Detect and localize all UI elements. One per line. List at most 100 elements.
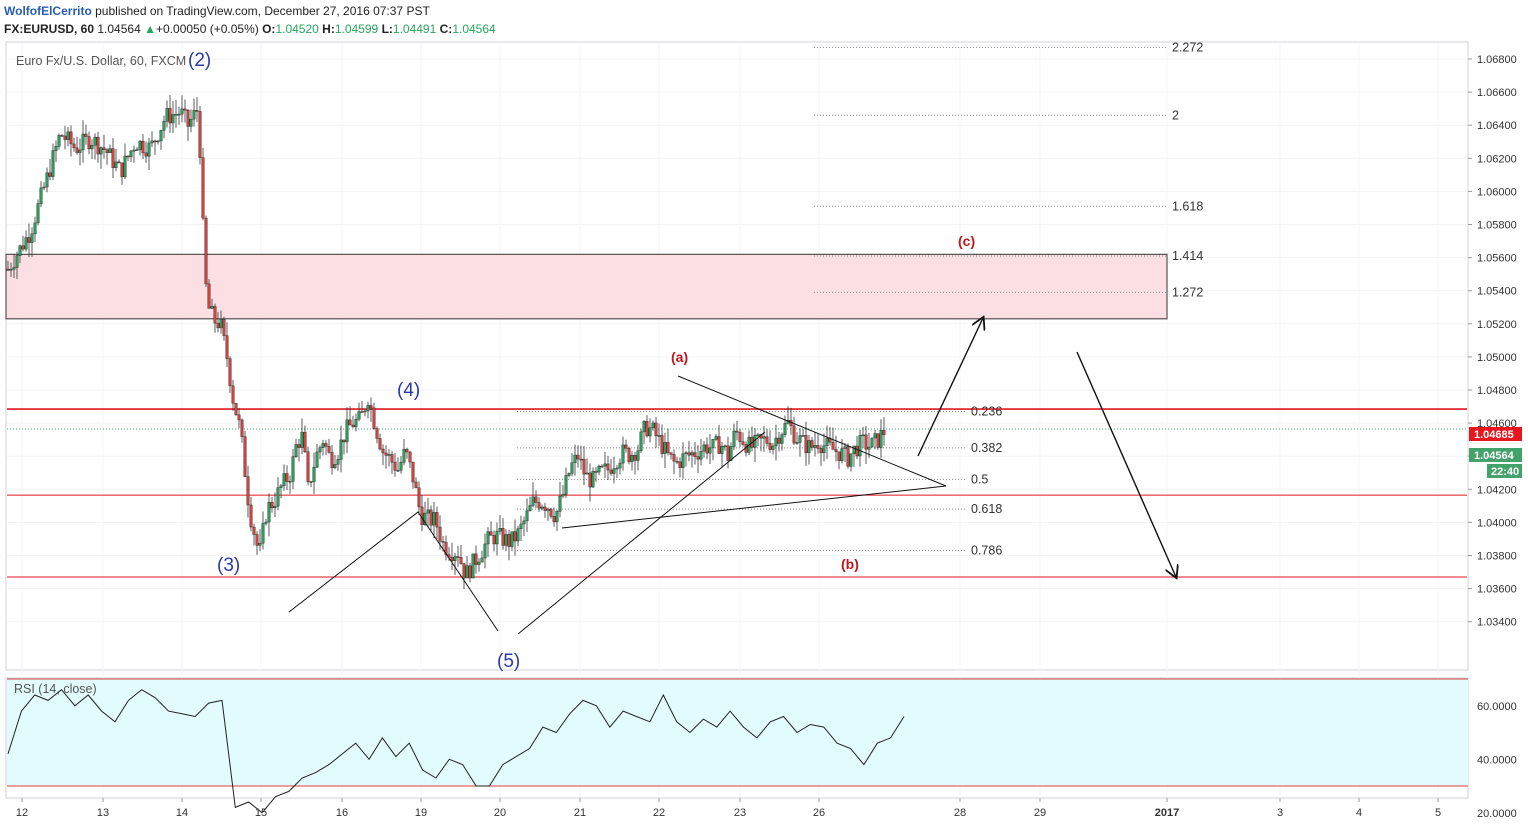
candle-body	[270, 501, 274, 509]
candle-body	[639, 431, 643, 452]
candle-body	[87, 136, 91, 150]
high-value: 1.04599	[334, 22, 379, 36]
candle-body	[723, 445, 727, 448]
candle-body	[264, 521, 268, 524]
time-tick-label: 23	[734, 807, 746, 819]
candle-body	[624, 444, 628, 449]
candle-body	[573, 454, 577, 463]
candle-body	[78, 149, 82, 153]
candle-body	[729, 446, 733, 461]
candle-body	[444, 541, 448, 555]
time-tick-label: 20	[494, 807, 506, 819]
candle-body	[306, 451, 310, 482]
symbol-label: FX:EURUSD, 60	[4, 22, 95, 36]
candle-body	[168, 108, 172, 124]
candle-body	[873, 433, 877, 439]
candle-body	[780, 434, 784, 444]
candle-body	[552, 515, 556, 523]
candle-body	[642, 421, 646, 433]
candle-body	[240, 419, 244, 437]
candle-body	[243, 436, 247, 477]
candle-body	[15, 255, 19, 268]
candle-body	[93, 136, 97, 146]
chart-title: Euro Fx/U.S. Dollar, 60, FXCM	[16, 54, 186, 68]
candle-body	[285, 473, 289, 482]
candle-body	[324, 443, 328, 447]
candle-body	[675, 460, 679, 463]
countdown-badge-text: 22:40	[1491, 466, 1519, 478]
time-tick-label: 19	[415, 807, 427, 819]
time-axis[interactable]: 12 13 14 15 16 19 20 21 22 23 26 28 29 2017 3 4 5	[16, 798, 1441, 819]
candle-body	[486, 531, 490, 545]
candle-body	[81, 133, 85, 151]
candle-body	[696, 456, 700, 460]
candle-body	[798, 435, 802, 443]
candle-body	[252, 526, 256, 535]
candle-body	[600, 465, 604, 468]
candle-body	[429, 509, 433, 526]
candle-body	[102, 147, 106, 150]
price-tick-label: 1.03600	[1477, 584, 1517, 596]
candle-body	[810, 440, 814, 448]
fib-label: 2.272	[1172, 40, 1203, 54]
candle-body	[282, 473, 286, 487]
candle-body	[228, 358, 232, 387]
up-arrow	[917, 318, 983, 457]
candle-body	[147, 142, 151, 157]
candle-body	[816, 445, 820, 449]
candle-body	[123, 155, 127, 178]
candle-body	[489, 531, 493, 536]
candle-body	[708, 447, 712, 454]
last-price-badge	[1469, 448, 1522, 462]
candle-body	[189, 118, 193, 127]
candle-body	[678, 461, 682, 468]
candle-body	[417, 487, 421, 508]
wave-label-a: (a)	[671, 349, 688, 365]
fib-label: 0.618	[971, 502, 1002, 516]
candle-body	[720, 445, 724, 454]
price-axis[interactable]: 1.06800 1.06600 1.06400 1.06200 1.06000 1.058…	[1468, 54, 1517, 629]
candle-body	[867, 446, 871, 450]
candle-body	[108, 148, 112, 154]
time-tick-label: 5	[1435, 807, 1441, 819]
candle-body	[90, 145, 94, 150]
candle-body	[51, 150, 55, 177]
candle-body	[246, 476, 250, 506]
candle-body	[525, 510, 529, 522]
candle-body	[822, 445, 826, 454]
trendlines	[288, 375, 947, 635]
candle-body	[618, 462, 622, 469]
candle-body	[534, 496, 538, 503]
candle-body	[9, 268, 13, 271]
wave-label-c: (c)	[958, 233, 975, 249]
time-tick-label: 29	[1034, 807, 1046, 819]
candle-body	[825, 438, 829, 446]
candle-body	[111, 148, 115, 168]
main-pane-frame	[5, 41, 1469, 671]
candle-body	[801, 435, 805, 437]
price-tick-label: 1.06800	[1477, 54, 1517, 66]
candle-body	[126, 155, 130, 158]
candle-body	[312, 466, 316, 483]
candle-body	[186, 109, 190, 127]
candle-body	[210, 306, 214, 309]
candle-body	[96, 136, 100, 155]
price-tick-label: 1.06000	[1477, 186, 1517, 198]
candle-body	[519, 523, 523, 530]
candle-body	[159, 130, 163, 142]
candle-body	[585, 472, 589, 475]
candle-body	[597, 465, 601, 473]
candle-body	[570, 462, 574, 474]
candle-body	[156, 140, 160, 143]
candle-body	[699, 450, 703, 460]
change-up-icon: ▲	[144, 22, 156, 36]
rsi-label: RSI (14, close)	[14, 682, 97, 696]
author-link[interactable]: WolfofElCerrito	[4, 4, 92, 18]
candle-body	[333, 464, 337, 469]
candle-body	[876, 433, 880, 448]
candle-body	[75, 147, 79, 153]
countdown-badge	[1487, 464, 1522, 478]
triangle-lower-line	[561, 485, 947, 529]
candle-body	[177, 113, 181, 116]
